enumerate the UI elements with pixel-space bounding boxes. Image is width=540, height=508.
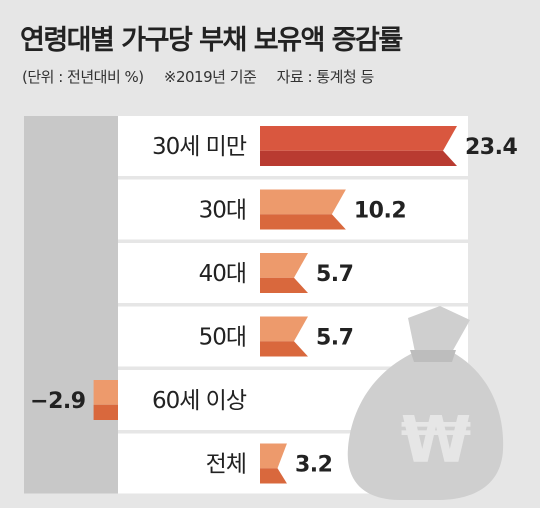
basis-note: ※2019년 기준 (163, 68, 257, 86)
chart-notes: (단위 : 전년대비 %) ※2019년 기준 자료 : 통계청 등 (22, 66, 390, 87)
bar (260, 189, 346, 215)
bar (260, 126, 457, 151)
category-label: 30대 (199, 198, 246, 224)
bar (260, 316, 308, 342)
negative-region-panel (24, 116, 118, 494)
data-label: 23.4 (465, 135, 517, 160)
moneybag-tie (410, 350, 456, 362)
data-label: −2.9 (30, 389, 85, 414)
category-label: 50대 (199, 325, 246, 351)
category-label: 전체 (206, 452, 246, 478)
bar-shadow (260, 150, 457, 166)
source-note: 자료 : 통계청 등 (276, 68, 375, 86)
bars-layer: 30세 미만 23.4 30대 10.2 40대 5.7 50대 5.7 60세 이상 −2.9 전… (30, 126, 518, 484)
category-label: 40대 (199, 261, 246, 287)
bar (260, 443, 287, 469)
data-label: 5.7 (316, 326, 353, 351)
won-moneybag-icon (347, 306, 504, 500)
bar (260, 253, 308, 278)
category-label: 60세 이상 (152, 388, 247, 414)
chart-title: 연령대별 가구당 부채 보유액 증감률 (20, 25, 403, 56)
bar (93, 380, 118, 405)
won-symbol: ₩ (401, 404, 472, 478)
moneybag-group: ₩ (347, 306, 504, 500)
bar-shadow (260, 214, 346, 230)
bar-shadow (260, 341, 308, 357)
bar-shadow (260, 468, 287, 484)
unit-note: (단위 : 전년대비 %) (22, 68, 144, 86)
data-label: 3.2 (295, 453, 332, 478)
bar-shadow (260, 277, 308, 293)
data-label: 10.2 (354, 199, 406, 224)
bar-shadow (93, 404, 118, 420)
data-label: 5.7 (316, 262, 353, 287)
category-label: 30세 미만 (152, 134, 247, 160)
